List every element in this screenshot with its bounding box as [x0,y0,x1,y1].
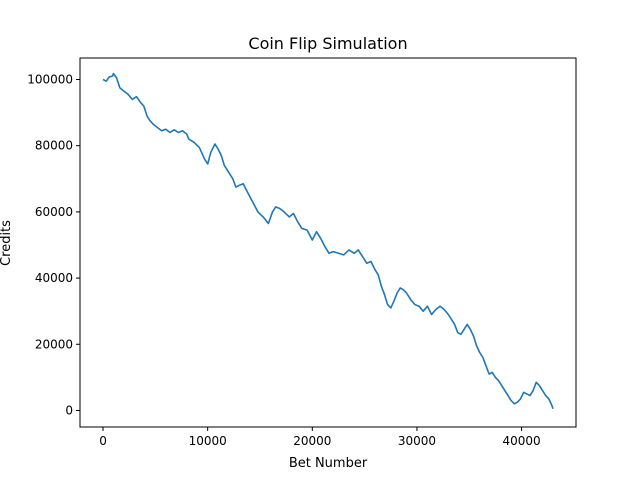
x-tick-label: 20000 [293,434,331,448]
series-line [102,72,554,410]
x-tick-label: 0 [99,434,107,448]
x-axis-label: Bet Number [289,456,368,471]
x-tick-label: 40000 [502,434,540,448]
y-axis-label: Credits [0,220,14,266]
chart-title: Coin Flip Simulation [248,34,407,53]
y-tick-label: 60000 [35,205,73,219]
y-tick-label: 40000 [35,271,73,285]
y-tick-label: 100000 [27,73,73,87]
plot-area [102,72,554,410]
y-tick-label: 20000 [35,337,73,351]
y-tick-label: 0 [65,403,73,417]
y-axis-ticks: 0 20000 40000 60000 80000 100000 [27,73,80,417]
plot-frame [79,57,577,428]
x-tick-label: 30000 [398,434,436,448]
y-tick-label: 80000 [35,139,73,153]
x-axis-ticks: 0 10000 20000 30000 40000 [99,427,541,448]
x-tick-label: 10000 [189,434,227,448]
